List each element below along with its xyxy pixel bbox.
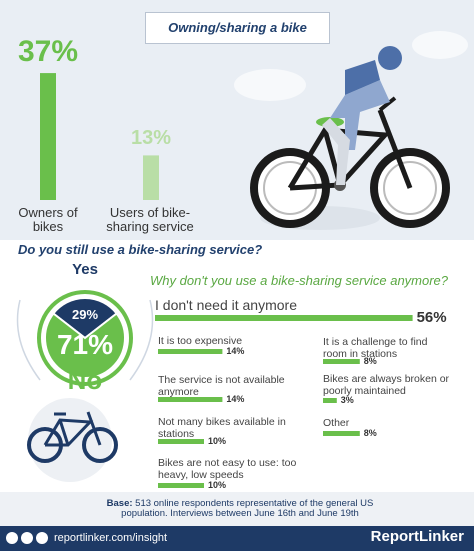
reason-label: Bikes are always broken or poorly mainta…	[323, 373, 450, 397]
question: Do you still use a bike-sharing service?	[18, 242, 263, 257]
bar	[323, 359, 360, 364]
bar	[158, 397, 223, 402]
pie-slice	[44, 312, 126, 379]
value-label: 37%	[17, 35, 79, 69]
bar	[155, 315, 413, 321]
cloud	[234, 69, 306, 101]
bicycle-illustration	[250, 46, 450, 228]
title: Owning/sharing a bike	[145, 12, 330, 44]
bar	[143, 155, 159, 200]
bar	[158, 349, 223, 354]
pie-ring	[37, 290, 133, 386]
value-label: 3%	[340, 394, 354, 405]
value-label: 10%	[208, 479, 227, 490]
reason-label: The service is not available anymore	[158, 374, 285, 398]
value-label: 8%	[363, 427, 377, 438]
cloud	[412, 31, 468, 59]
reason-label: It is a challenge to find room in statio…	[323, 336, 428, 360]
bar	[40, 73, 56, 200]
value-label: 14%	[226, 345, 245, 356]
reason-label: It is too expensive	[158, 335, 243, 347]
footer-brand: ReportLinker	[370, 528, 464, 545]
reason-label: Bikes are not easy to use: too heavy, lo…	[158, 457, 297, 481]
value-label: 14%	[226, 393, 245, 404]
license-icon	[21, 532, 33, 544]
value-label: 13%	[130, 127, 172, 150]
decoration	[129, 299, 154, 381]
category-label: Users of bike-sharing service	[106, 205, 194, 235]
category-label: Owners of bikes	[18, 205, 78, 235]
base-label: Base:	[106, 498, 133, 509]
license-icon	[36, 532, 48, 544]
bar	[158, 483, 204, 488]
base-background	[0, 492, 474, 526]
footer-url: reportlinker.com/insight	[54, 532, 168, 544]
bar	[323, 398, 337, 403]
value-label: 29%	[71, 307, 99, 322]
value-label: 71%	[56, 329, 114, 360]
base-text: 513 online respondents representative of…	[121, 498, 374, 520]
reasons-title: Why don't you use a bike-sharing service…	[150, 273, 449, 288]
bar	[323, 431, 360, 436]
bar	[158, 439, 204, 444]
reason-label: I don't need it anymore	[155, 297, 297, 313]
reason-label: Not many bikes available in stations	[158, 416, 286, 440]
reason-label: Other	[323, 417, 350, 429]
pie-slice	[51, 297, 119, 340]
pie-category: No	[67, 365, 103, 395]
bike-icon	[27, 398, 118, 482]
decoration	[16, 299, 41, 381]
license-icon	[6, 532, 18, 544]
value-label: 10%	[208, 435, 227, 446]
base-note: Base: 513 online respondents representat…	[90, 498, 390, 520]
pie-category: Yes	[72, 261, 98, 278]
footer-bar	[0, 526, 474, 551]
value-label: 8%	[363, 355, 377, 366]
value-label: 56%	[416, 308, 447, 326]
